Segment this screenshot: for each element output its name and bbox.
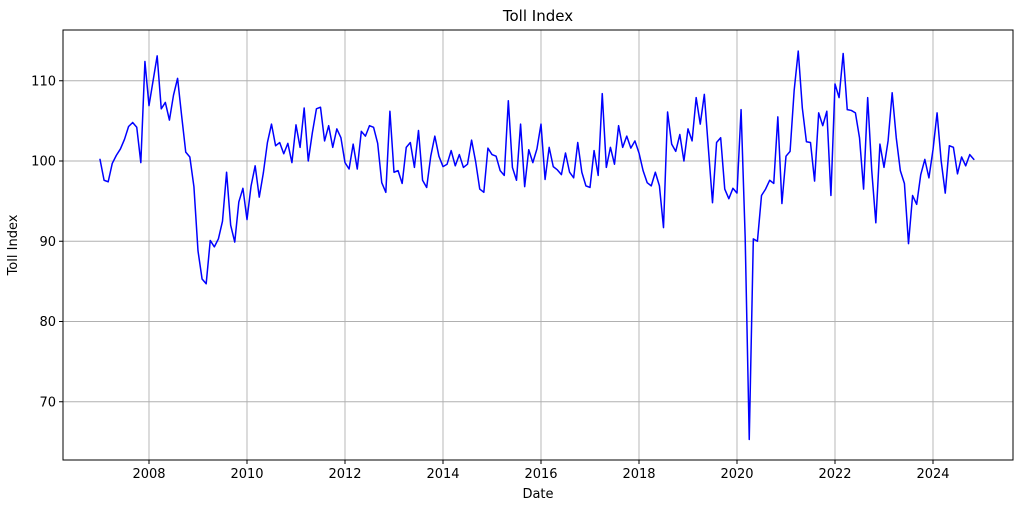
plot-area — [63, 30, 1013, 460]
y-tick-label: 80 — [39, 315, 56, 330]
y-tick-label: 100 — [31, 155, 56, 170]
chart-title: Toll Index — [502, 7, 573, 25]
axes-spines — [62, 29, 1014, 461]
x-tick-label: 2016 — [524, 467, 557, 482]
x-axis-label: Date — [522, 487, 553, 502]
tick-layer: 2008 2010 2012 2014 2016 2018 2020 2022 2024 70 80… — [31, 74, 949, 482]
x-tick-label: 2008 — [132, 467, 165, 482]
x-tick-label: 2018 — [622, 467, 655, 482]
x-tick-label: 2010 — [230, 467, 263, 482]
x-tick-label: 2014 — [426, 467, 459, 482]
y-axis-label: Toll Index — [6, 214, 21, 276]
x-tick-label: 2012 — [328, 467, 361, 482]
toll-index-line — [99, 50, 975, 441]
x-tick-label: 2024 — [916, 467, 949, 482]
x-tick-label: 2022 — [818, 467, 851, 482]
series-layer — [99, 50, 975, 441]
y-tick-label: 110 — [31, 74, 56, 89]
x-tick-label: 2020 — [720, 467, 753, 482]
y-tick-label: 70 — [39, 395, 56, 410]
y-tick-label: 90 — [39, 235, 56, 250]
